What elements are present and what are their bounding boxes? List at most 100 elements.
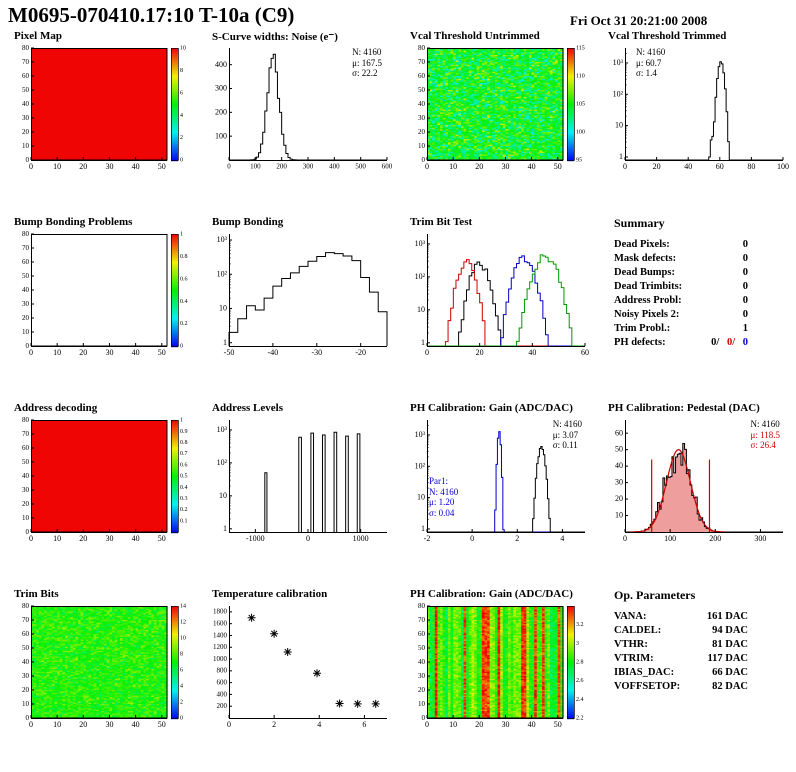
trim-bits-heatmap (5, 601, 197, 733)
chart-title: Address Levels (212, 402, 283, 414)
panel-vcal-trimmed: Vcal Threshold Trimmed N: 4160 μ: 60.7 σ… (596, 28, 794, 214)
stat-entries: N: 4160 (352, 47, 382, 57)
summary-label: Noisy Pixels 2: (614, 309, 680, 320)
stat-sigma: σ: 0.11 (552, 440, 578, 450)
stat-sigma: σ: 1.4 (636, 68, 657, 78)
stat-sigma: σ: 0.04 (429, 507, 455, 518)
stat-mean: μ: 1.20 (429, 497, 455, 507)
summary-label: PH defects: (614, 337, 666, 348)
stat-sigma: σ: 22.2 (352, 68, 378, 78)
ph-gain-heatmap (401, 601, 593, 733)
op-label: VTHR: (614, 639, 648, 650)
vcal-trimmed-histogram (599, 43, 791, 175)
stat-sigma: σ: 26.4 (750, 440, 776, 450)
ph-gain-stats-box: N: 4160 μ: 3.07 σ: 0.11 (553, 419, 582, 451)
op-label: VANA: (614, 611, 647, 622)
summary-row-dead-trimbits: Dead Trimbits: 0 (614, 280, 748, 294)
trim-bit-test-histogram (401, 229, 593, 361)
op-row-ibias: IBIAS_DAC: 66 DAC (614, 666, 748, 680)
stat-mean: μ: 60.7 (636, 57, 662, 68)
chart-title: Trim Bits (14, 588, 59, 600)
panel-ph-gain-map: PH Calibration: Gain (ADC/DAC) (398, 586, 596, 772)
pixel-map-heatmap (5, 43, 197, 175)
summary-label: Mask defects: (614, 253, 677, 264)
chart-title: PH Calibration: Gain (ADC/DAC) (410, 402, 573, 414)
op-label: IBIAS_DAC: (614, 667, 675, 678)
page-title: M0695-070410.17:10 T-10a (C9) (8, 3, 295, 27)
panel-address-decoding: Address decoding (2, 400, 200, 586)
summary-value: 0 (742, 309, 748, 320)
summary-label: Dead Bumps: (614, 267, 675, 278)
panel-ph-pedestal: PH Calibration: Pedestal (DAC) N: 4160 μ… (596, 400, 794, 586)
chart-title: Vcal Threshold Trimmed (608, 30, 727, 42)
vcal-untrimmed-heatmap (401, 43, 593, 175)
address-levels-histogram (203, 415, 395, 547)
summary-label: Address Probl: (614, 295, 682, 306)
summary-row-dead-pixels: Dead Pixels: 0 (614, 238, 748, 252)
stat-mean: μ: 118.5 (750, 429, 781, 440)
op-label: CALDEL: (614, 625, 662, 636)
summary-block: Summary Dead Pixels: 0 Mask defects: 0 D… (596, 214, 794, 400)
panel-ph-gain: PH Calibration: Gain (ADC/DAC) N: 4160 μ… (398, 400, 596, 586)
summary-value: 0 (742, 239, 748, 250)
chart-title: Bump Bonding Problems (14, 216, 133, 228)
chart-title: S-Curve widths: Noise (e⁻) (212, 31, 338, 43)
ph-defects-black: 0/ (711, 337, 720, 348)
ph-defects-red: 0/ (726, 337, 736, 348)
report-date: Fri Oct 31 20:21:00 2008 (570, 13, 708, 28)
summary-label: Trim Probl.: (614, 323, 671, 334)
op-row-vana: VANA: 161 DAC (614, 610, 748, 624)
stat-entries: N: 4160 (552, 419, 582, 429)
ph-pedestal-stats-box: N: 4160 μ: 118.5 σ: 26.4 (751, 419, 781, 451)
summary-row-ph-defects: PH defects: 0/ 0/ 0 (614, 336, 748, 350)
op-row-vtrim: VTRIM: 117 DAC (614, 652, 748, 666)
vcal-trimmed-stats-box: N: 4160 μ: 60.7 σ: 1.4 (636, 47, 665, 79)
panel-address-levels: Address Levels (200, 400, 398, 586)
chart-title: PH Calibration: Pedestal (DAC) (608, 402, 760, 414)
summary-row-dead-bumps: Dead Bumps: 0 (614, 266, 748, 280)
ph-defects-values: 0/ 0/ 0 (706, 336, 748, 350)
summary-row-noisy-pixels: Noisy Pixels 2: 0 (614, 308, 748, 322)
summary-label: Dead Trimbits: (614, 281, 683, 292)
scurve-noise-histogram (203, 43, 395, 175)
chart-title: Trim Bit Test (410, 216, 473, 228)
op-value: 161 DAC (706, 611, 748, 622)
stat-mean: μ: 3.07 (552, 429, 579, 440)
chart-title: Bump Bonding (212, 216, 284, 228)
summary-value: 0 (742, 295, 748, 306)
op-row-caldel: CALDEL: 94 DAC (614, 624, 748, 638)
op-row-voffsetop: VOFFSETOP: 82 DAC (614, 680, 748, 694)
summary-title: Summary (614, 216, 665, 230)
panel-trim-bits: Trim Bits (2, 586, 200, 772)
summary-value: 1 (742, 323, 748, 334)
bump-bonding-histogram (203, 229, 395, 361)
scurve-stats-box: N: 4160 μ: 167.5 σ: 22.2 (352, 47, 382, 79)
panel-pixel-map: Pixel Map (2, 28, 200, 214)
panel-scurve-noise: S-Curve widths: Noise (e⁻) N: 4160 μ: 16… (200, 28, 398, 214)
panel-bump-bonding-problems: Bump Bonding Problems (2, 214, 200, 400)
chart-title: PH Calibration: Gain (ADC/DAC) (410, 588, 573, 600)
chart-title: Address decoding (14, 402, 98, 414)
ph-pedestal-histogram (599, 415, 791, 547)
op-value: 66 DAC (712, 667, 748, 678)
op-value: 94 DAC (712, 625, 748, 636)
op-parameters-title: Op. Parameters (614, 588, 696, 602)
op-value: 82 DAC (712, 681, 748, 692)
plot-grid: Pixel Map S-Curve widths: Noise (e⁻) N: … (2, 28, 794, 772)
stat-par1: Par1: (429, 476, 448, 486)
op-row-vthr: VTHR: 81 DAC (614, 638, 748, 652)
panel-op-parameters: Op. Parameters VANA: 161 DAC CALDEL: 94 … (596, 586, 794, 772)
summary-label: Dead Pixels: (614, 239, 670, 250)
summary-row-mask-defects: Mask defects: 0 (614, 252, 748, 266)
ph-defects-blue: 0 (742, 337, 748, 348)
chart-title: Temperature calibration (212, 588, 328, 600)
address-decoding-heatmap (5, 415, 197, 547)
summary-row-address-probl: Address Probl: 0 (614, 294, 748, 308)
summary-value: 0 (742, 281, 748, 292)
summary-value: 0 (742, 253, 748, 264)
op-label: VOFFSETOP: (614, 681, 681, 692)
summary-row-trim-probl: Trim Probl.: 1 (614, 322, 748, 336)
op-label: VTRIM: (614, 653, 654, 664)
stat-entries: N: 4160 (750, 419, 780, 429)
